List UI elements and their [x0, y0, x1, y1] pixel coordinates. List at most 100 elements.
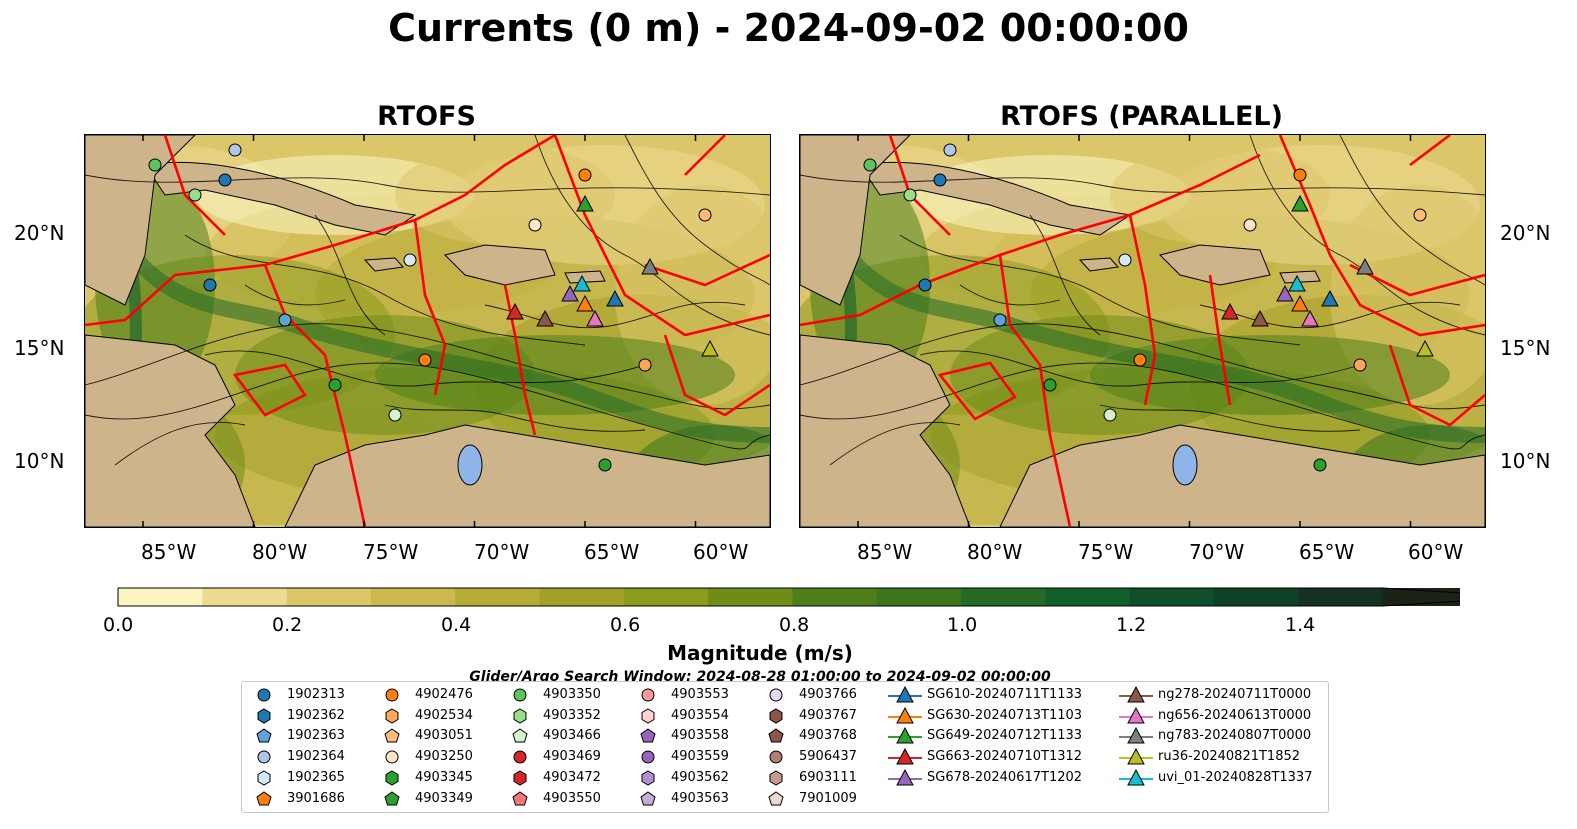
land-yucatan [85, 135, 196, 306]
pentagon-marker-icon [384, 728, 400, 743]
current-map-rtofs[interactable] [84, 134, 771, 528]
eez-boundary [1349, 263, 1485, 297]
legend-label: 4903345 [415, 769, 473, 785]
streamline [1099, 404, 1361, 432]
legend-label: ng278-20240711T0000 [1158, 687, 1312, 702]
legend-item-argo: 4903558 [638, 726, 758, 746]
panel-title-right: RTOFS (PARALLEL) [1000, 101, 1283, 132]
legend-label: ng783-20240807T0000 [1158, 728, 1312, 744]
speed-patch [375, 335, 735, 415]
hexagon-marker-icon [385, 708, 399, 724]
triangle-marker-icon [888, 768, 922, 786]
lat-label-15n-right: 15°N [1500, 336, 1551, 360]
current-map-rtofs-parallel[interactable] [799, 134, 1486, 528]
eez-boundary [1128, 214, 1157, 406]
hexagon-marker-icon [513, 770, 527, 786]
argo-marker [598, 458, 612, 472]
streamline [484, 301, 746, 329]
lon-label-60w-right: 60°W [1408, 540, 1464, 564]
lake-maracaibo [1172, 444, 1198, 486]
colorbar-bin [876, 588, 962, 606]
lake-maracaibo [457, 444, 483, 486]
legend-item-argo: 1902313 [254, 685, 374, 705]
eez-boundary [85, 135, 556, 327]
legend-label: 4903051 [415, 728, 473, 744]
argo-marker [1413, 208, 1427, 222]
argo-marker [1103, 408, 1117, 422]
eez-boundary [1278, 135, 1485, 337]
circle-marker-icon [513, 750, 527, 764]
legend-item-argo: 1902364 [254, 747, 374, 767]
legend-label: 4902534 [415, 707, 473, 723]
streamline [85, 174, 770, 196]
argo-marker [903, 188, 917, 202]
streamline [384, 404, 646, 432]
glider-marker [1356, 257, 1374, 275]
legend-label: 7901009 [799, 790, 857, 806]
legend-item-argo: 4903768 [766, 726, 886, 746]
cbar-tick-0: 0.0 [103, 614, 134, 636]
glider-marker [1416, 339, 1434, 357]
legend-label: 4903352 [543, 707, 601, 723]
argo-marker [863, 158, 877, 172]
argo-marker [148, 158, 162, 172]
legend-label: 4903554 [671, 707, 729, 723]
hexagon-marker-icon [769, 770, 783, 786]
pentagon-marker-icon [384, 790, 400, 805]
legend-item-argo: 4903554 [638, 706, 758, 726]
legend-label: 4903766 [799, 687, 857, 702]
eez-boundary [413, 219, 447, 396]
eez-boundary [1388, 344, 1485, 427]
argo-marker [1353, 358, 1367, 372]
legend-item-glider: SG610-20240711T1133 [888, 685, 1113, 705]
lon-label-75w-left: 75°W [363, 540, 419, 564]
eez-boundary [232, 363, 307, 417]
legend-item-argo: 4902534 [382, 706, 502, 726]
eez-boundary [800, 153, 1261, 327]
glider-marker [1221, 302, 1239, 320]
legend-item-argo: 4903766 [766, 685, 886, 705]
legend-item-argo: 4903550 [510, 789, 630, 809]
streamline [314, 214, 386, 336]
land-south-america [284, 424, 770, 527]
legend-item-argo: 4903559 [638, 747, 758, 767]
argo-marker [403, 253, 417, 267]
streamline [244, 284, 346, 306]
legend-label: 4903469 [543, 749, 601, 765]
eez-boundary [998, 254, 1072, 527]
glider-marker [701, 339, 719, 357]
legend-item-argo: 4903349 [382, 789, 502, 809]
streamline [1199, 301, 1461, 329]
argo-marker [933, 173, 947, 187]
circle-marker-icon [257, 750, 271, 764]
streamline [899, 234, 1301, 346]
colorbar-bin [202, 588, 288, 606]
circle-marker-icon [769, 750, 783, 764]
triangle-marker-icon [1119, 685, 1153, 703]
legend-item-argo: 4903345 [382, 768, 502, 788]
argo-marker [698, 208, 712, 222]
legend-item-argo: 4903051 [382, 726, 502, 746]
pentagon-marker-icon [768, 790, 784, 805]
argo-marker [638, 358, 652, 372]
hexagon-marker-icon [257, 770, 271, 786]
colorbar [117, 587, 1460, 607]
streamline [800, 323, 1485, 410]
glider-marker [1288, 274, 1306, 292]
lon-label-70w-left: 70°W [474, 540, 530, 564]
pentagon-marker-icon [640, 790, 656, 805]
legend-label: 4903553 [671, 687, 729, 702]
legend-item-argo: 1902365 [254, 768, 374, 788]
legend-item-argo: 5906437 [766, 747, 886, 767]
streamline [800, 174, 1485, 196]
lat-label-10n-left: 10°N [14, 449, 65, 473]
legend-label: 1902363 [287, 728, 345, 744]
map-canvas [85, 135, 770, 527]
land-hispaniola [444, 244, 556, 286]
legend-label: 4903550 [543, 790, 601, 806]
cbar-tick-7: 1.4 [1285, 614, 1316, 636]
glider-marker [1291, 294, 1309, 312]
glider-marker [1291, 194, 1309, 212]
cbar-tick-5: 1.0 [947, 614, 978, 636]
legend-label: uvi_01-20240828T1337 [1158, 769, 1313, 785]
